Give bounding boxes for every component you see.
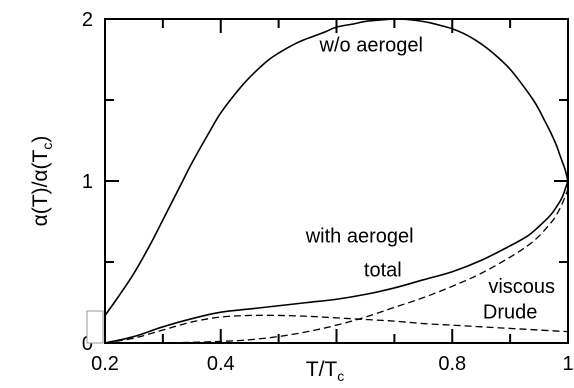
x-tick-label: 0.4 [207, 353, 235, 375]
annotations: w/o aerogel with aerogel total viscous Drude [305, 34, 555, 323]
y-axis-label: α(T)/α(Tc) [29, 136, 55, 227]
annotation-total: total [364, 260, 402, 282]
annotation-drude: Drude [483, 302, 537, 324]
annotation-viscous: viscous [488, 276, 555, 298]
series-w-o-aerogel [104, 18, 569, 316]
annotation-w-o-aerogel: w/o aerogel [319, 34, 423, 56]
x-tick-label: 1 [562, 353, 573, 375]
y-tick-label: 1 [82, 171, 93, 193]
y-tick-label: 0 [82, 333, 93, 355]
tick-labels: 0.2 0.4 0.8 1 0 1 2 [82, 9, 574, 375]
axis-corner-marker [86, 310, 104, 344]
x-tick-label: 0.2 [91, 353, 119, 375]
series-layer [104, 18, 569, 344]
x-tick-label: 0.8 [438, 353, 466, 375]
series-viscous [104, 188, 569, 344]
y-tick-label: 2 [82, 9, 93, 31]
series-total [104, 180, 569, 344]
x-axis-label: T/Tc [306, 358, 345, 384]
series-drude [104, 314, 569, 344]
annotation-with-aerogel: with aerogel [305, 226, 414, 248]
